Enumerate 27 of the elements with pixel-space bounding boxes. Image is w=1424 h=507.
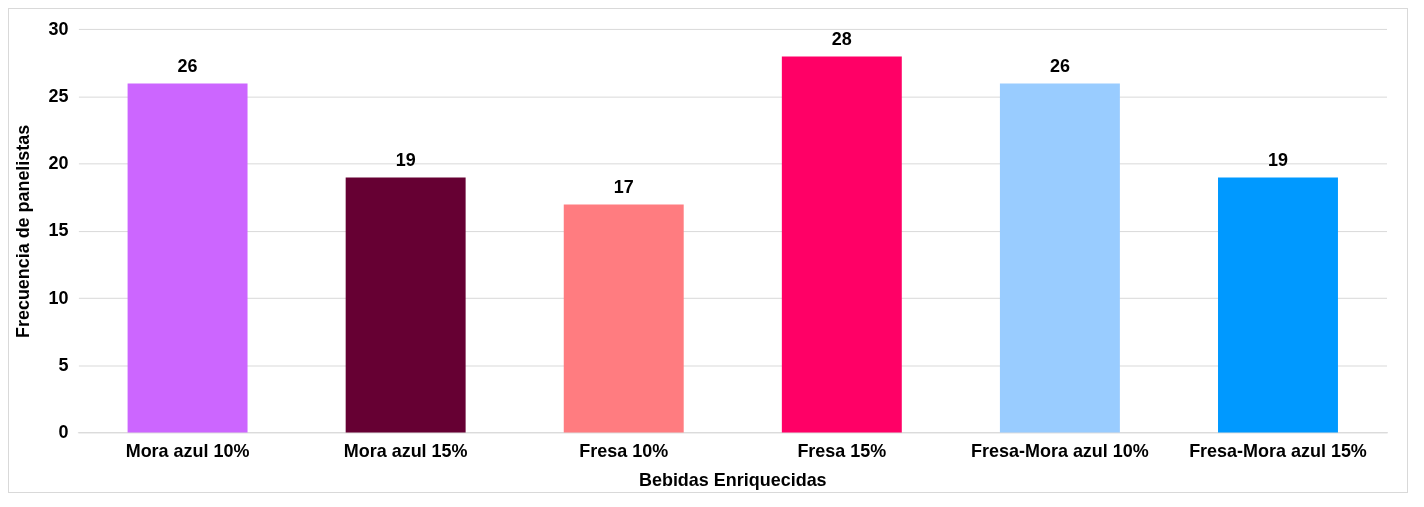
data-label: 26 bbox=[1049, 55, 1070, 76]
y-tick-label: 10 bbox=[48, 287, 69, 308]
y-tick-label: 15 bbox=[48, 220, 69, 241]
y-tick-label: 25 bbox=[48, 85, 69, 106]
data-label: 28 bbox=[831, 28, 852, 49]
data-label: 17 bbox=[613, 176, 634, 197]
x-tick-label: Fresa-Mora azul 10% bbox=[971, 440, 1149, 461]
y-axis-title: Frecuencia de panelistas bbox=[12, 124, 33, 338]
x-tick-label: Fresa 15% bbox=[797, 440, 887, 461]
bar bbox=[999, 83, 1120, 433]
y-tick-label: 5 bbox=[58, 354, 69, 375]
bar bbox=[563, 204, 684, 433]
bar bbox=[127, 83, 248, 433]
y-tick-label: 0 bbox=[58, 422, 69, 442]
x-axis-title: Bebidas Enriquecidas bbox=[638, 470, 827, 491]
bar bbox=[1218, 177, 1338, 433]
x-tick-label: Mora azul 15% bbox=[343, 440, 468, 461]
x-tick-label: Fresa-Mora azul 15% bbox=[1189, 440, 1367, 461]
data-label: 26 bbox=[177, 55, 198, 76]
x-tick-label: Fresa 10% bbox=[579, 440, 669, 461]
data-label: 19 bbox=[1268, 149, 1288, 170]
x-tick-label: Mora azul 10% bbox=[125, 440, 250, 461]
y-tick-label: 20 bbox=[48, 153, 69, 174]
bar bbox=[781, 56, 902, 433]
y-tick-label: 30 bbox=[48, 18, 69, 39]
data-label: 19 bbox=[395, 149, 416, 170]
bar bbox=[345, 177, 466, 433]
